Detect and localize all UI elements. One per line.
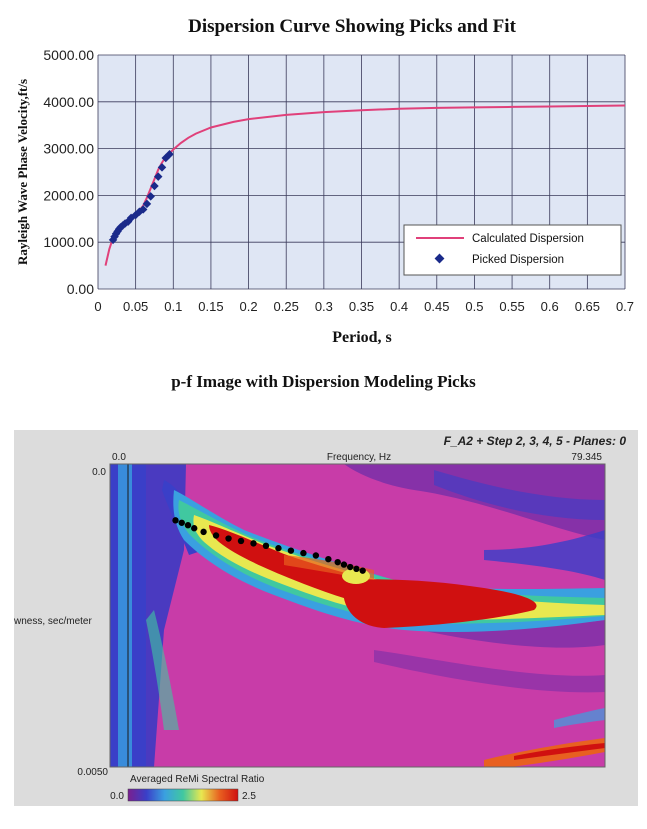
chart1-y-tick-label: 0.00 (67, 281, 94, 297)
chart1-y-tick-label: 1000.00 (43, 234, 94, 250)
pf-pick-point (178, 519, 185, 526)
pf-pick-point (200, 528, 207, 536)
pf-pick-point (275, 545, 282, 552)
pf-x-axis-label: Frequency, Hz (327, 452, 391, 463)
chart1-x-tick-label: 0.4 (390, 299, 408, 314)
pf-pick-point (359, 567, 366, 574)
pf-pick-point (287, 547, 295, 554)
colorbar (127, 788, 239, 802)
pf-pick-point (262, 542, 270, 550)
chart1-x-tick-labels: 0 0.05 0.1 0.15 0.2 0.25 0.3 0.35 0.4 0.45 0.5 0.55… (94, 299, 634, 314)
legend-label-calculated: Calculated Dispersion (472, 233, 584, 245)
pf-image-panel: F_A2 + Step 2, 3, 4, 5 - Planes: 0 0.0 F… (14, 430, 638, 806)
pf-y-tick-max: 0.0050 (77, 767, 108, 778)
pf-y-tick-min: 0.0 (92, 467, 106, 478)
chart1-x-tick-label: 0.55 (499, 299, 524, 314)
pf-y-axis-label: wness, sec/meter (14, 616, 92, 627)
pf-plot-frame (109, 463, 606, 768)
picked-dispersion-point (165, 149, 174, 159)
chart1-x-tick-label: 0.5 (465, 299, 483, 314)
chart1-x-tick-label: 0.45 (424, 299, 449, 314)
colorbar-label: Averaged ReMi Spectral Ratio (130, 774, 265, 785)
chart1-x-tick-label: 0.3 (315, 299, 333, 314)
picked-dispersion-point (150, 181, 159, 191)
chart1-y-tick-labels: 0.00 1000.00 2000.00 3000.00 4000.00 5000.00 (43, 47, 94, 297)
chart1-y-tick-label: 3000.00 (43, 141, 94, 157)
chart1-x-tick-label: 0.7 (616, 299, 634, 314)
chart1-x-tick-label: 0 (94, 299, 101, 314)
pf-pick-point (212, 532, 220, 539)
chart1-x-tick-label: 0.25 (274, 299, 299, 314)
legend-box (403, 224, 622, 276)
chart1-x-tick-label: 0.1 (164, 299, 182, 314)
pf-pick-point (325, 555, 332, 563)
chart1-y-tick-label: 5000.00 (43, 47, 94, 63)
chart1-x-tick-label: 0.6 (541, 299, 559, 314)
chart1-y-axis-label: Rayleigh Wave Phase Velocity,ft/s (15, 79, 30, 265)
picked-dispersion-point (138, 205, 148, 214)
dispersion-curve-chart: Dispersion Curve Showing Picks and Fit 0… (15, 16, 634, 346)
pf-pick-point (184, 522, 192, 529)
pf-pick-point (225, 535, 232, 542)
pf-pick-point (346, 563, 354, 571)
chart1-x-tick-label: 0.2 (240, 299, 258, 314)
chart2-title: p-f Image with Dispersion Modeling Picks (171, 372, 476, 391)
chart1-x-tick-label: 0.35 (349, 299, 374, 314)
chart1-title: Dispersion Curve Showing Picks and Fit (188, 16, 516, 37)
pf-dispersion-picks (172, 517, 366, 574)
legend-label-picked: Picked Dispersion (472, 254, 564, 266)
picked-dispersion-points (108, 149, 174, 245)
pf-pick-point (353, 565, 360, 573)
picked-dispersion-point (153, 172, 163, 181)
chart1-y-tick-label: 2000.00 (43, 187, 94, 203)
pf-heatmap (110, 464, 605, 767)
pf-image-chart: F_A2 + Step 2, 3, 4, 5 - Planes: 0 0.0 F… (14, 434, 627, 802)
pf-pick-point (340, 561, 348, 568)
pf-pick-point (250, 540, 257, 547)
colorbar-max-label: 2.5 (242, 791, 256, 802)
pf-pick-point (237, 537, 245, 545)
chart1-x-axis-label: Period, s (332, 329, 392, 346)
chart1-legend: Calculated Dispersion Picked Dispersion (403, 224, 622, 276)
pf-header-text: F_A2 + Step 2, 3, 4, 5 - Planes: 0 (444, 434, 627, 448)
pf-pick-point (191, 525, 198, 532)
chart1-x-tick-label: 0.65 (575, 299, 600, 314)
picked-dispersion-point (157, 163, 167, 172)
pf-pick-point (312, 552, 320, 559)
picked-dispersion-point (146, 192, 155, 201)
chart1-x-tick-label: 0.15 (198, 299, 223, 314)
pf-pick-point (334, 558, 341, 566)
pf-pick-point (300, 549, 307, 557)
pf-pick-point (172, 517, 179, 524)
chart1-y-tick-label: 4000.00 (43, 94, 94, 110)
chart1-x-tick-label: 0.05 (123, 299, 148, 314)
pf-x-tick-min: 0.0 (112, 452, 126, 463)
colorbar-min-label: 0.0 (110, 791, 124, 802)
picked-dispersion-point (142, 199, 152, 209)
pf-x-tick-max: 79.345 (571, 452, 602, 463)
